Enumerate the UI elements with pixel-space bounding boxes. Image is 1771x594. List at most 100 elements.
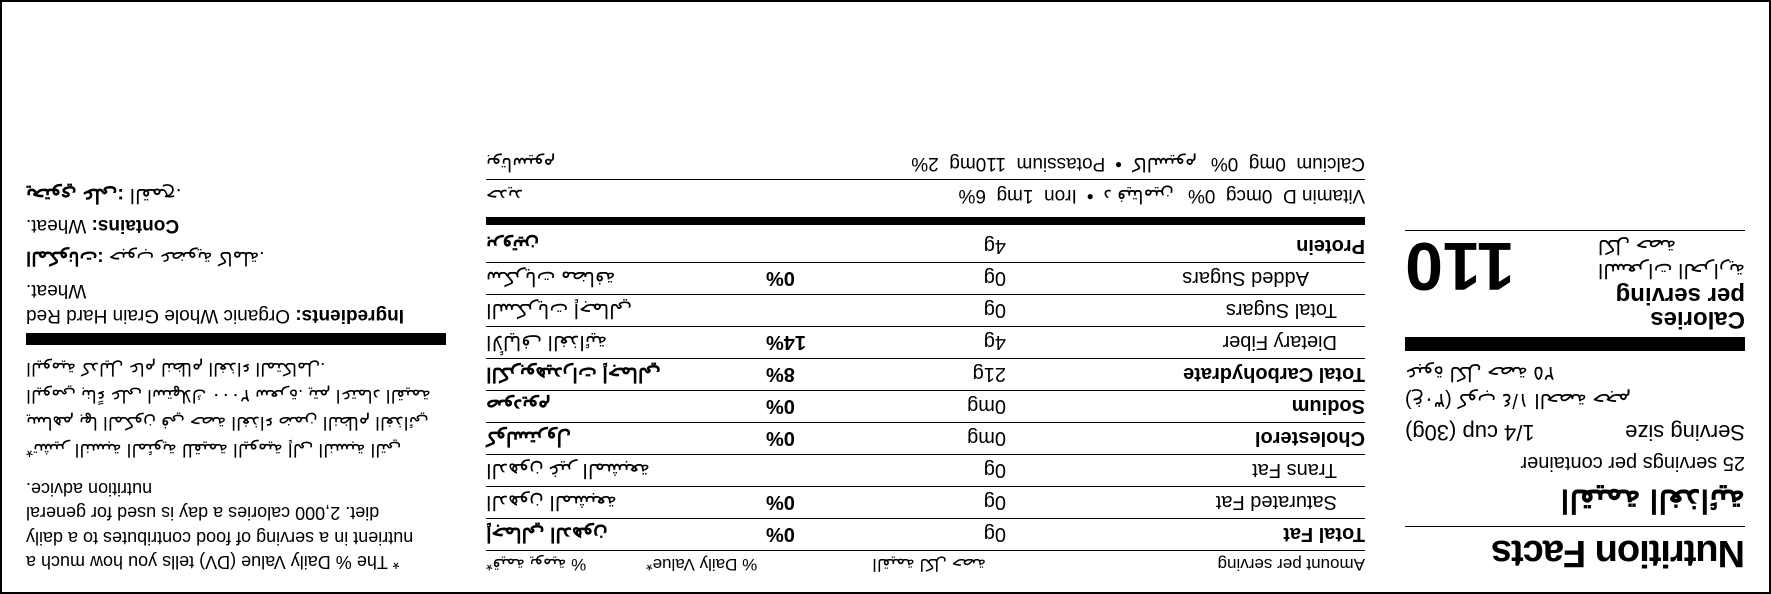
ingredients-en: Ingredients: Organic Whole Grain Hard Re… [26, 277, 446, 326]
nutrient-name-ar: إجمالي الدهون [486, 522, 766, 547]
nutrient-name-en: Sodium [1006, 394, 1365, 417]
nutrient-name-en: Dietary Fiber [1006, 330, 1365, 353]
nutrient-row: Total Carbohydrate21g8%الكربوهيدرات إجما… [486, 358, 1365, 390]
vit-a-ar: كالسيوم [1132, 152, 1197, 175]
vit-b-dv: 6% [959, 184, 986, 206]
thick-divider-1 [1405, 337, 1745, 351]
serving-size-ar: (غ٣٠) كوب ١/٤ الحصة حجم [1405, 388, 1745, 413]
contains-label-ar: يحتوي على: [26, 184, 124, 206]
vit-a-amt: 0mg [1249, 152, 1286, 174]
nutrient-name-ar: بروتين [486, 234, 766, 259]
nutrient-row: Cholesterol0mg0%كولسترول [486, 422, 1365, 454]
contains-ar: يحتوي على: القمح. [26, 183, 446, 208]
vit-a-en: Calcium [1296, 152, 1365, 174]
hdr-dv-ar: *قيمة يومية % [486, 554, 646, 574]
right-column: * The % Daily Value (DV) tells you how m… [26, 20, 466, 574]
ingredients-label-ar: المكونات: [26, 247, 104, 268]
nutrient-name-en: Added Sugars [1006, 266, 1365, 289]
table-header: Amount per serving القيمة لكل حصة % Dail… [486, 550, 1365, 574]
nutrient-amount: 0g [876, 266, 1006, 289]
hdr-dv-en: % Daily Value* [646, 554, 786, 574]
nutrition-label: Nutrition Facts القيمة الغذائية 25 servi… [0, 0, 1771, 594]
contains-text-en: Wheat. [26, 215, 91, 236]
ingredients-label-en: Ingredients: [295, 305, 404, 326]
nutrient-row: Sodium0mg0%صوديوم [486, 390, 1365, 422]
vit-a-en: Vitamin D [1283, 184, 1365, 206]
vit-b-amt: 1mg [997, 184, 1034, 206]
vit-a-dv: 0% [1188, 184, 1215, 206]
nutrient-row: Saturated Fat0g0%الدهون المشبعة [486, 486, 1365, 518]
ingredients-text-ar: حبوب عضوية كاملة. [104, 247, 265, 268]
nutrient-name-ar: الدهون غير المشبعة [486, 458, 766, 483]
servings-en: 25 servings per container [1520, 451, 1745, 474]
nutrient-dv: 0% [766, 522, 876, 545]
serving-size-val: 1/4 cup (30g) [1405, 419, 1535, 445]
title-row: Nutrition Facts [1405, 526, 1745, 574]
nutrient-row: Protein4g بروتين [486, 231, 1365, 262]
vit-a-dv: 0% [1211, 152, 1238, 174]
nutrient-dv: 0% [766, 490, 876, 513]
calories-label-ar: السعرات الحرارية [1598, 259, 1745, 281]
nutrient-row: Dietary Fiber4g14%الألياف الغذائية [486, 326, 1365, 358]
vit-b-en: Iron [1044, 184, 1077, 206]
footnote-ar: *تشير النسبة المئوية للقيمة اليومية إلى … [26, 355, 446, 463]
vit-a-amt: 0mcg [1226, 184, 1272, 206]
nutrient-name-ar: كولسترول [486, 426, 766, 451]
title-ar: القيمة الغذائية [1560, 482, 1745, 520]
nutrient-name-en: Trans Fat [1006, 458, 1365, 481]
contains-text-ar: القمح. [124, 184, 181, 206]
nutrient-amount: 4g [876, 234, 1006, 257]
nutrient-amount: 21g [876, 362, 1006, 385]
nutrient-amount: 0mg [876, 394, 1006, 417]
servings-ar: عبوة لكل حصة ٢٥ [1405, 361, 1745, 386]
calories-value: 110 [1405, 235, 1515, 296]
nutrient-row: Total Fat0g0%إجمالي الدهون [486, 518, 1365, 550]
nutrient-dv: 0% [766, 426, 876, 449]
dot-icon: • [1105, 152, 1132, 174]
ingredients-ar: المكونات: حبوب عضوية كاملة. [26, 246, 446, 269]
nutrient-row: Added Sugars0g0%سكريات مضافة [486, 262, 1365, 294]
per-serving-ar: لكل حصة [1598, 235, 1676, 257]
center-column: Amount per serving القيمة لكل حصة % Dail… [466, 20, 1385, 574]
vitamin-table: Vitamin D 0mcg 0%د فيتامين•Iron 1mg 6%حد… [486, 148, 1365, 211]
vit-b-amt: 110mg [949, 152, 1006, 174]
nutrient-dv: 0% [766, 394, 876, 417]
title-en: Nutrition Facts [1492, 532, 1745, 574]
nutrient-amount: 0mg [876, 426, 1006, 449]
nutrient-name-ar: السكريات إجمالي [486, 298, 766, 323]
med-divider [486, 217, 1365, 225]
nutrient-amount: 4g [876, 330, 1006, 353]
serving-size-label: Serving size [1625, 419, 1745, 445]
nutrient-amount: 0g [876, 298, 1006, 321]
dot-icon: • [1077, 184, 1104, 206]
vit-a-ar: د فيتامين [1103, 184, 1173, 207]
left-column: Nutrition Facts القيمة الغذائية 25 servi… [1385, 20, 1745, 574]
nutrient-table: Total Fat0g0%إجمالي الدهونSaturated Fat0… [486, 231, 1365, 550]
per-serving-en: per serving [1616, 282, 1745, 309]
nutrient-name-en: Total Fat [1006, 522, 1365, 545]
footnote-en: * The % Daily Value (DV) tells you how m… [26, 477, 446, 574]
nutrient-name-en: Protein [1006, 234, 1365, 257]
hdr-amount-ar: القيمة لكل حصة [786, 554, 986, 574]
nutrient-name-ar: الدهون المشبعة [486, 490, 766, 515]
ingredients-text-en: Organic Whole Grain Hard Red Wheat. [26, 280, 295, 326]
nutrient-row: Trans Fat0g الدهون غير المشبعة [486, 454, 1365, 486]
vitamin-row: Calcium 0mg 0%كالسيوم•Potassium 110mg 2%… [486, 148, 1365, 179]
servings-row: 25 servings per container [1405, 451, 1745, 474]
serving-size-row: Serving size 1/4 cup (30g) [1405, 419, 1745, 445]
thick-divider-2 [26, 333, 446, 345]
nutrient-name-en: Total Carbohydrate [1006, 362, 1365, 385]
nutrient-dv: 0% [766, 266, 876, 289]
nutrient-name-en: Cholesterol [1006, 426, 1365, 449]
nutrient-amount: 0g [876, 522, 1006, 545]
nutrient-name-ar: صوديوم [486, 394, 766, 419]
calories-label-en: Calories [1650, 306, 1745, 333]
nutrient-name-ar: الألياف الغذائية [486, 330, 766, 355]
nutrient-amount: 0g [876, 490, 1006, 513]
nutrient-name-en: Saturated Fat [1006, 490, 1365, 513]
calories-block: Calories per serving السعرات الحرارية لك… [1405, 230, 1745, 331]
nutrient-name-ar: سكريات مضافة [486, 266, 766, 291]
nutrient-amount: 0g [876, 458, 1006, 481]
vit-b-ar: بوتاسيوم [486, 152, 555, 175]
nutrient-dv: 8% [766, 362, 876, 385]
